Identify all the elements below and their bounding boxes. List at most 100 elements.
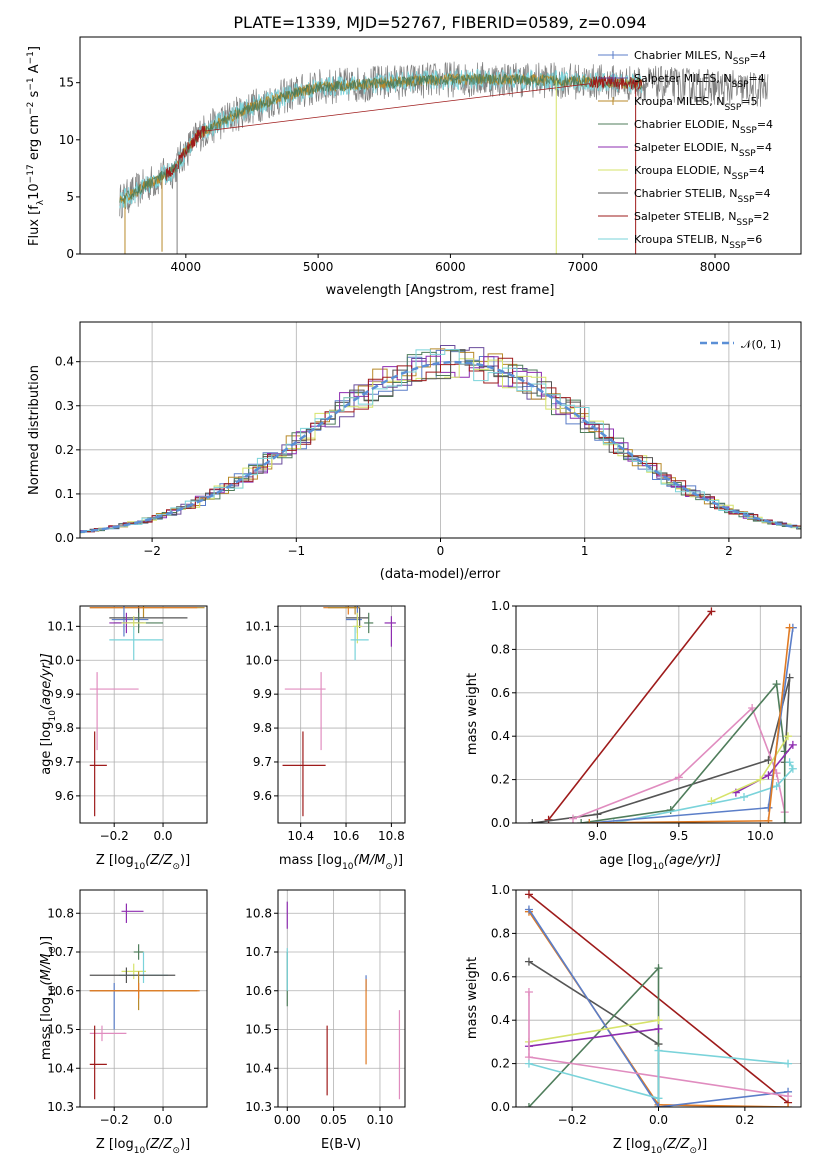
legend-entry: Chabrier MILES, NSSP=4 [634,49,766,67]
x-tick-label: 0.0 [153,1113,172,1127]
label-part: SSP [724,103,741,113]
x-tick-label: 6000 [435,260,466,274]
x-tick-label: 8000 [700,260,731,274]
y-tick-label: 0.8 [491,642,510,656]
weight-series [524,987,793,1101]
mass-vs-Z-xlabel: Z [log10(Z/Z⊙)] [96,1137,190,1156]
label-part: (age/yr)] [664,853,721,868]
label-part: (Z/Z [145,1137,173,1152]
data-point [111,606,149,637]
y-tick-label: 9.8 [55,721,74,735]
label-part: (Z/Z [662,1137,690,1152]
hist-xlabel: (data-model)/error [380,567,501,582]
y-tick-label: 10.8 [245,906,272,920]
label-part: ] [27,46,42,51]
y-tick-label: 0.2 [491,1057,510,1071]
series-marker [654,1103,663,1107]
label-part: =6 [746,233,762,246]
label-part: =4 [757,118,773,131]
axes-age-vs-mass: 10.4 10.6 10.8 9.6 9.7 9.8 9.9 10.0 10.1 mass [lo… [245,605,406,872]
plot-area [286,901,401,1100]
y-tick-label: 10.0 [245,653,272,667]
series-marker [585,819,594,823]
age-vs-Z-xlabel: Z [log10(Z/Z⊙)] [96,853,190,872]
series-line [580,682,786,823]
y-tick-label: 5 [66,190,74,204]
data-point [133,944,144,960]
y-tick-label: 0.0 [491,1100,510,1114]
y-tick-label: 0.4 [491,729,510,743]
data-point [89,731,107,817]
weight-series [585,623,797,823]
y-tick-label: 9.7 [55,755,74,769]
label-part: SSP [739,149,756,159]
data-point [109,607,188,629]
label-part: =4 [750,49,766,62]
x-tick-label: −1 [287,544,305,558]
spectrum-xlabel: wavelength [Angstrom, rest frame] [326,283,555,298]
series-marker [748,703,757,712]
label-part: SSP [732,80,749,90]
label-part: Kroupa ELODIE, N [634,164,732,177]
series-marker [569,814,577,823]
label-part: s [27,90,42,101]
label-part: −1 [26,77,36,90]
y-tick-label: 0.6 [491,970,510,984]
label-part: Chabrier STELIB, N [634,187,738,200]
series-marker [528,819,537,823]
label-part: A [27,64,42,77]
series-marker [707,607,716,616]
age-vs-Z-ylabel: age [log10(age/yr)] [39,653,58,775]
label-part: )] [180,853,190,868]
series-marker [654,964,663,973]
axes-mass-vs-Z: −0.2 0.010.310.410.510.610.710.8Z [log10(… [39,889,208,1156]
x-tick-label: −2 [143,544,161,558]
label-part: ⊙ [172,1146,180,1156]
label-part: SSP [736,218,753,228]
label-part: =4 [756,141,772,154]
weight-series [524,957,663,1107]
label-part: age [log [39,722,54,775]
series-marker [674,773,683,782]
label-part: Chabrier ELODIE, N [634,118,740,131]
weight-series [707,732,792,806]
label-part: ⊙ [689,1146,697,1156]
x-tick-label: −0.2 [558,1113,587,1127]
data-point [89,983,139,1030]
histogram-series [80,348,801,533]
weight-series [524,1046,793,1103]
label-part: −17 [26,164,36,183]
legend-entry: Salpeter MILES, NSSP=4 [634,72,765,90]
label-part: mass [log [39,997,54,1060]
y-tick-label: 10.7 [245,945,272,959]
weight-series [528,673,794,823]
label-part: =4 [749,164,765,177]
y-tick-label: 1.0 [491,599,510,613]
series-marker [764,771,773,780]
weight-series [524,905,793,1107]
y-tick-label: 10.1 [47,619,74,633]
label-part: Salpeter MILES, N [634,72,732,85]
data-point [384,616,396,647]
x-tick-label: 1 [581,544,589,558]
age-vs-mass-xlabel: mass [log10(M/M⊙)] [279,853,403,872]
label-part: age [log [599,853,652,868]
y-tick-label: 10.4 [245,1061,272,1075]
axes-frame [79,605,208,824]
x-tick-label: 5000 [303,260,334,274]
series-marker [577,819,586,823]
legend-entry: Kroupa MILES, NSSP=5 [634,95,758,113]
axes-weight-vs-Z: −0.2 0.0 0.2 0.0 0.2 0.4 0.6 0.8 1.0 Z [log10(Z/Z… [465,883,802,1156]
label-part: λ [36,199,46,205]
x-tick-label: 0.0 [153,829,172,843]
y-tick-label: 10.0 [47,653,74,667]
label-part: 10 [134,1146,146,1156]
data-point [350,626,369,661]
series-marker [524,905,533,914]
plot-area [524,890,793,1107]
weight-vs-Z-ylabel: mass weight [465,957,480,1039]
series-marker [654,1046,663,1055]
y-tick-label: 9.6 [55,789,74,803]
data-point [352,612,362,644]
